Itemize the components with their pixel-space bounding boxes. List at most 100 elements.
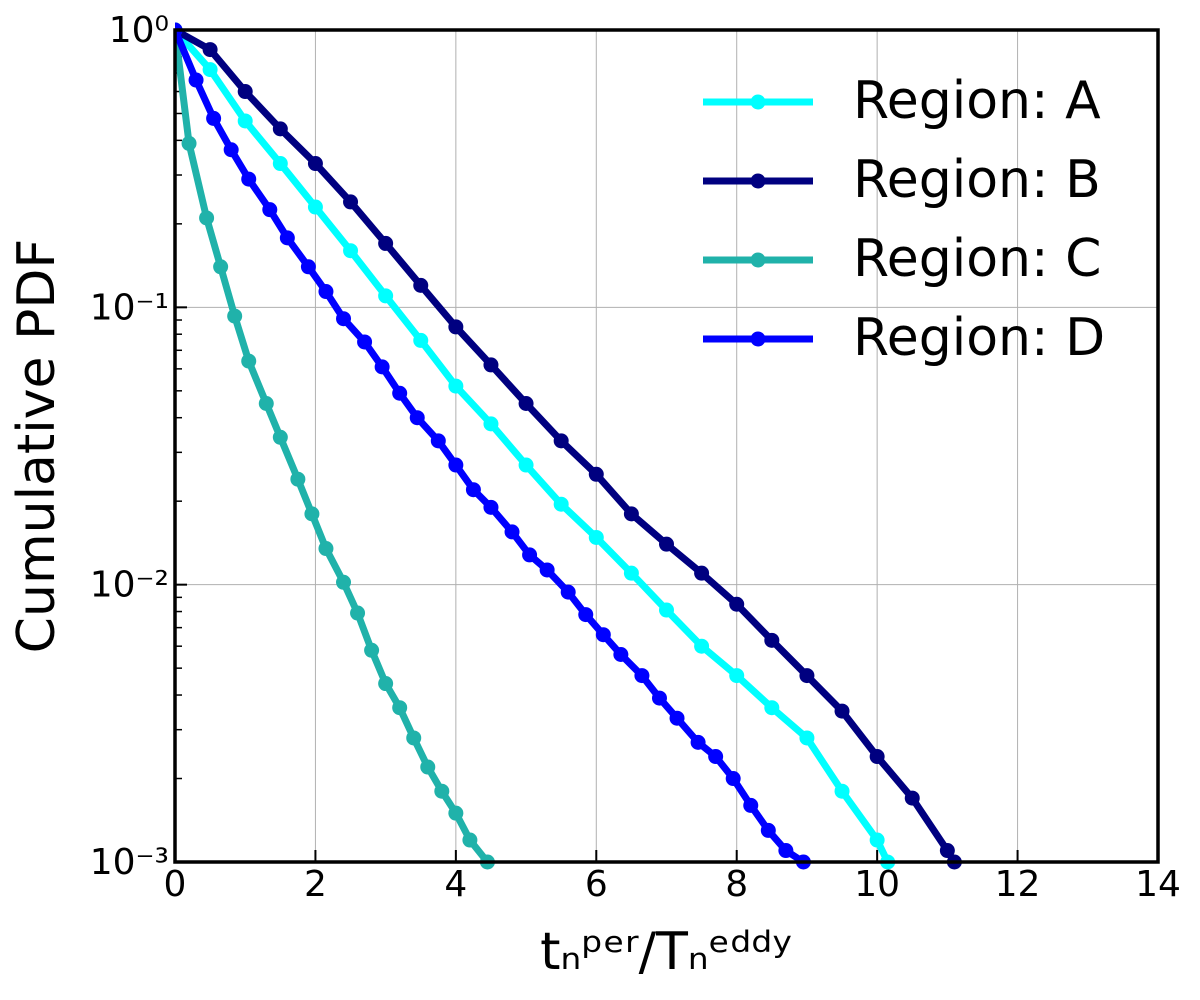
- series-marker: [588, 466, 604, 482]
- series-marker: [237, 113, 253, 129]
- series-marker: [778, 843, 794, 859]
- series-marker: [350, 605, 366, 621]
- series-marker: [834, 783, 850, 799]
- series-marker: [374, 359, 390, 375]
- series-marker: [300, 259, 316, 275]
- series-marker: [799, 730, 815, 746]
- series-marker: [448, 378, 464, 394]
- legend-marker: [750, 173, 766, 189]
- series-marker: [904, 790, 920, 806]
- x-tick-label: 8: [725, 864, 748, 905]
- legend-label: Region: B: [853, 150, 1101, 210]
- series-marker: [659, 536, 674, 552]
- series-marker: [799, 668, 815, 684]
- series-marker: [272, 156, 288, 172]
- series-marker: [318, 541, 334, 557]
- series-marker: [518, 457, 534, 473]
- series-marker: [392, 700, 408, 716]
- series-marker: [743, 797, 759, 813]
- series-marker: [448, 319, 464, 335]
- series-marker: [188, 72, 204, 88]
- series-marker: [378, 676, 394, 692]
- series-marker: [336, 574, 352, 590]
- series-marker: [181, 135, 197, 151]
- series-marker: [343, 243, 359, 259]
- x-tick-label: 4: [444, 864, 467, 905]
- series-marker: [483, 499, 499, 515]
- series-marker: [357, 334, 373, 350]
- x-tick-label: 6: [585, 864, 608, 905]
- legend-label: Region: C: [853, 229, 1101, 289]
- series-marker: [343, 194, 359, 210]
- series-marker: [869, 749, 885, 765]
- legend-marker: [750, 252, 766, 268]
- series-marker: [659, 602, 674, 618]
- series-marker: [202, 42, 218, 58]
- series-marker: [392, 385, 408, 401]
- series-marker: [290, 471, 306, 487]
- series-marker: [725, 771, 741, 787]
- series-marker: [613, 647, 629, 663]
- legend-marker: [750, 331, 766, 347]
- series-marker: [409, 410, 425, 426]
- series-marker: [307, 199, 323, 215]
- legend-marker: [750, 94, 766, 110]
- series-marker: [206, 110, 222, 126]
- series-marker: [272, 121, 288, 137]
- series-marker: [553, 496, 569, 512]
- series-marker: [465, 482, 481, 498]
- series-marker: [588, 529, 604, 545]
- x-tick-label: 10: [854, 864, 900, 905]
- y-axis-label: Cumulative PDF: [7, 239, 67, 654]
- x-tick-label: 14: [1135, 864, 1181, 905]
- legend-label: Region: D: [853, 308, 1105, 368]
- series-marker: [764, 700, 780, 716]
- series: [175, 22, 896, 870]
- series-marker: [483, 416, 499, 432]
- y-tick-label: 10⁻¹: [90, 287, 169, 328]
- series-marker: [336, 311, 352, 327]
- series-marker: [241, 353, 257, 369]
- series-marker: [623, 506, 639, 522]
- series-marker: [307, 156, 323, 172]
- series-marker: [223, 142, 239, 158]
- series-marker: [448, 805, 464, 821]
- series-line: [175, 26, 958, 864]
- series-marker: [939, 843, 955, 859]
- series-line: [175, 29, 491, 865]
- series-marker: [304, 506, 320, 522]
- series-marker: [258, 396, 274, 412]
- series-marker: [199, 210, 215, 226]
- series-marker: [213, 259, 229, 275]
- series-marker: [729, 596, 745, 612]
- series-marker: [595, 627, 611, 643]
- series-marker: [241, 171, 257, 187]
- series-marker: [434, 783, 450, 799]
- series-marker: [553, 433, 569, 449]
- series-marker: [413, 332, 429, 348]
- series-marker: [483, 357, 499, 373]
- series-marker: [272, 429, 288, 445]
- series-marker: [560, 584, 576, 600]
- series-marker: [539, 562, 555, 578]
- series-marker: [202, 62, 218, 78]
- series-marker: [764, 632, 780, 648]
- legend-label: Region: A: [853, 71, 1101, 131]
- series-marker: [237, 84, 253, 100]
- series-marker: [708, 749, 724, 765]
- series: [175, 22, 495, 870]
- series-marker: [578, 607, 594, 623]
- series-marker: [651, 690, 667, 706]
- x-tick-label: 0: [164, 864, 187, 905]
- plot-frame: [173, 28, 1160, 864]
- series-line: [175, 27, 891, 864]
- series-marker: [462, 832, 478, 848]
- series-marker: [518, 396, 534, 412]
- x-tick-label: 2: [304, 864, 327, 905]
- series-marker: [406, 730, 422, 746]
- series-marker: [318, 284, 334, 300]
- series-marker: [504, 524, 520, 540]
- series-marker: [869, 832, 885, 848]
- y-tick-label: 10⁰: [109, 10, 169, 51]
